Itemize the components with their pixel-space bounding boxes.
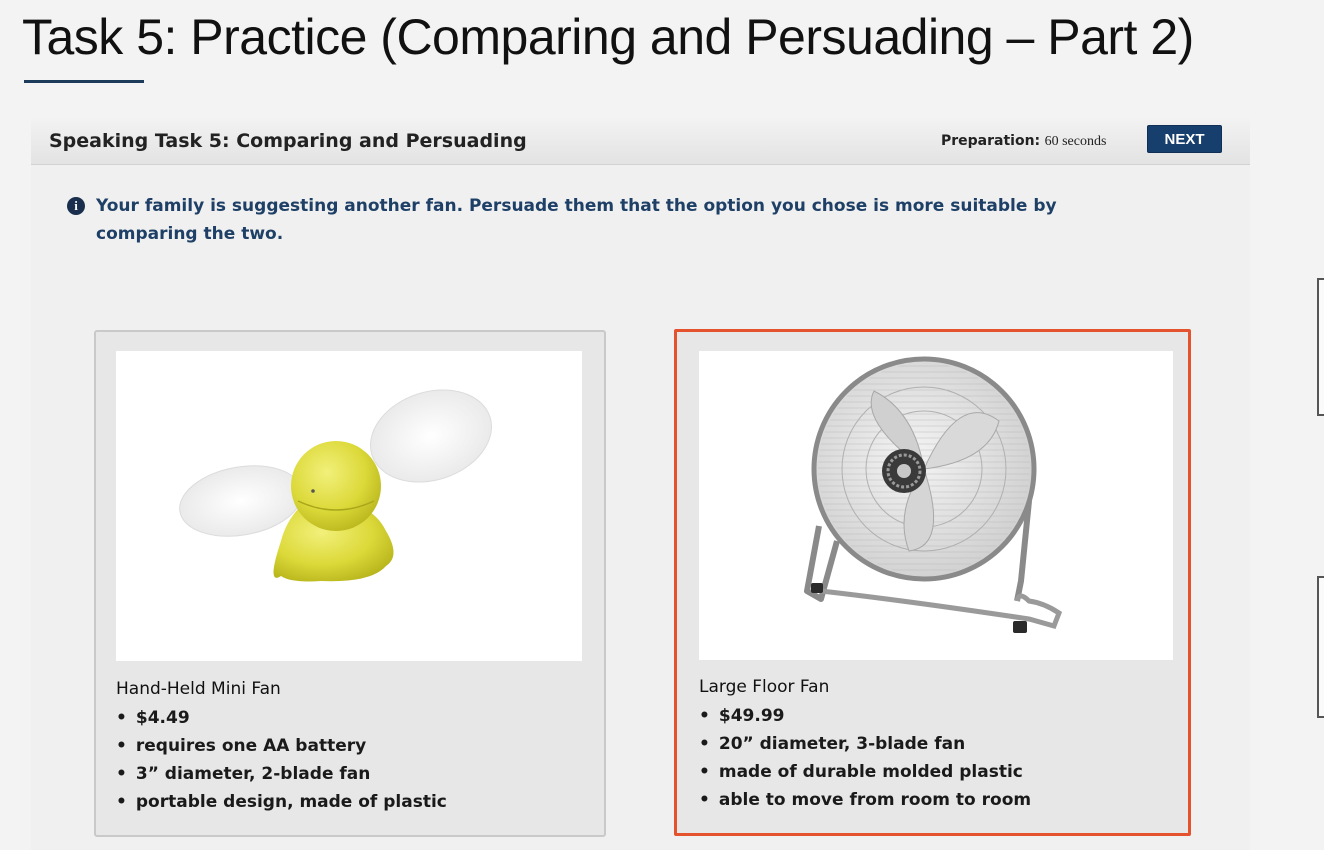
- task-header: Speaking Task 5: Comparing and Persuadin…: [31, 116, 1250, 165]
- feature-item: able to move from room to room: [699, 786, 1031, 814]
- feature-list: $4.49 requires one AA battery 3” diamete…: [116, 704, 447, 816]
- option-name: Hand-Held Mini Fan: [116, 679, 281, 699]
- feature-item: 20” diameter, 3-blade fan: [699, 730, 1031, 758]
- feature-item: 3” diameter, 2-blade fan: [116, 760, 447, 788]
- side-panel-edge: [1317, 278, 1324, 416]
- preparation-label: Preparation:: [941, 133, 1041, 149]
- option-name: Large Floor Fan: [699, 677, 830, 697]
- mini-fan-image: [116, 351, 582, 661]
- side-panel-edge: [1317, 576, 1324, 718]
- slide-title: Task 5: Practice (Comparing and Persuadi…: [22, 9, 1194, 65]
- option-card-floor-fan[interactable]: Large Floor Fan $49.99 20” diameter, 3-b…: [674, 329, 1191, 836]
- feature-item: $49.99: [699, 702, 1031, 730]
- option-card-mini-fan[interactable]: Hand-Held Mini Fan $4.49 requires one AA…: [94, 330, 606, 837]
- next-button[interactable]: NEXT: [1147, 125, 1222, 153]
- instruction-text: Your family is suggesting another fan. P…: [96, 196, 1057, 244]
- title-underline: [24, 80, 144, 83]
- preparation-value: 60 seconds: [1044, 134, 1107, 149]
- info-circle-icon: i: [67, 197, 85, 215]
- feature-item: made of durable molded plastic: [699, 758, 1031, 786]
- task-title: Speaking Task 5: Comparing and Persuadin…: [49, 130, 527, 152]
- feature-item: $4.49: [116, 704, 447, 732]
- feature-item: requires one AA battery: [116, 732, 447, 760]
- feature-item: portable design, made of plastic: [116, 788, 447, 816]
- mini-fan-illustration: [179, 389, 493, 582]
- feature-list: $49.99 20” diameter, 3-blade fan made of…: [699, 702, 1031, 814]
- preparation-timer: Preparation: 60 seconds: [941, 133, 1106, 150]
- floor-fan-illustration: [804, 356, 1063, 633]
- task-panel: Speaking Task 5: Comparing and Persuadin…: [31, 116, 1250, 850]
- floor-fan-image: [699, 351, 1173, 660]
- instruction: i Your family is suggesting another fan.…: [67, 192, 1157, 248]
